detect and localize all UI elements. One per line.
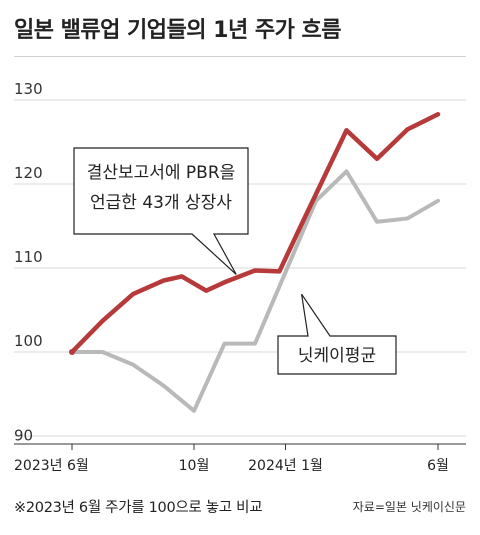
callout-box-pbr [73,147,249,275]
x-tick-label: 2024년 1월 [248,458,323,474]
series-line-pbr-companies [69,112,441,355]
y-tick-label: 110 [14,248,43,266]
callout-text-pbr: 언급한 43개 상장사 [90,193,232,213]
line-chart: 90 100 110 120 130 2023년 6월 10월 2024년 1월 6월 결산보… [14,80,466,474]
x-tick-label: 10월 [179,458,210,474]
x-axis: 2023년 6월 10월 2024년 1월 6월 [14,443,466,474]
y-tick-label: 90 [14,427,33,445]
y-tick-label: 120 [14,164,43,182]
series-layer [69,112,441,413]
title-divider [14,56,466,57]
footnote: ※2023년 6월 주가를 100으로 놓고 비교 [14,500,263,516]
callout-text-pbr: 결산보고서에 PBR을 [87,163,236,183]
grid-layer: 90 100 110 120 130 [14,80,466,445]
chart-title: 일본 밸류업 기업들의 1년 주가 흐름 [14,18,341,43]
y-tick-label: 130 [14,80,43,98]
callout-text-nikkei: 닛케이평균 [298,346,376,366]
callout-box-nikkei [277,293,397,375]
x-tick-label: 2023년 6월 [14,458,89,474]
start-point [69,349,75,355]
source-credit: 자료=일본 닛케이신문 [352,500,466,514]
series-line-nikkei [70,169,440,413]
y-tick-label: 100 [14,332,43,350]
x-tick-label: 6월 [427,458,449,474]
